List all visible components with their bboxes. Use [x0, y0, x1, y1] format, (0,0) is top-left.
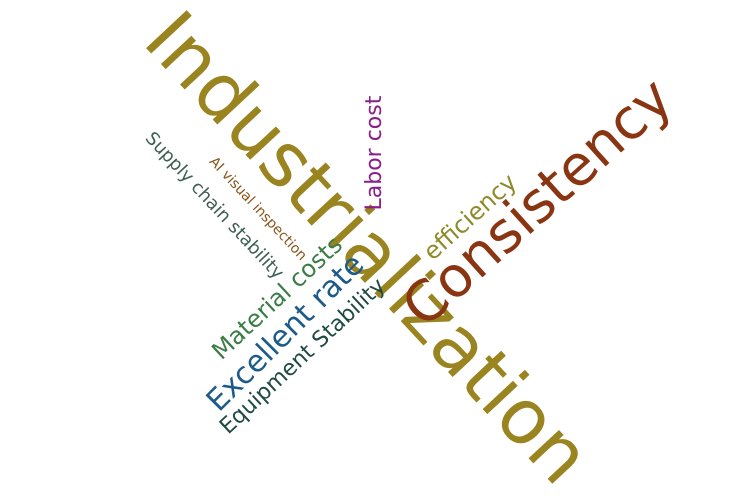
word-labor-cost: Labor cost — [362, 95, 387, 211]
word-consistency: Consistency — [389, 65, 686, 341]
